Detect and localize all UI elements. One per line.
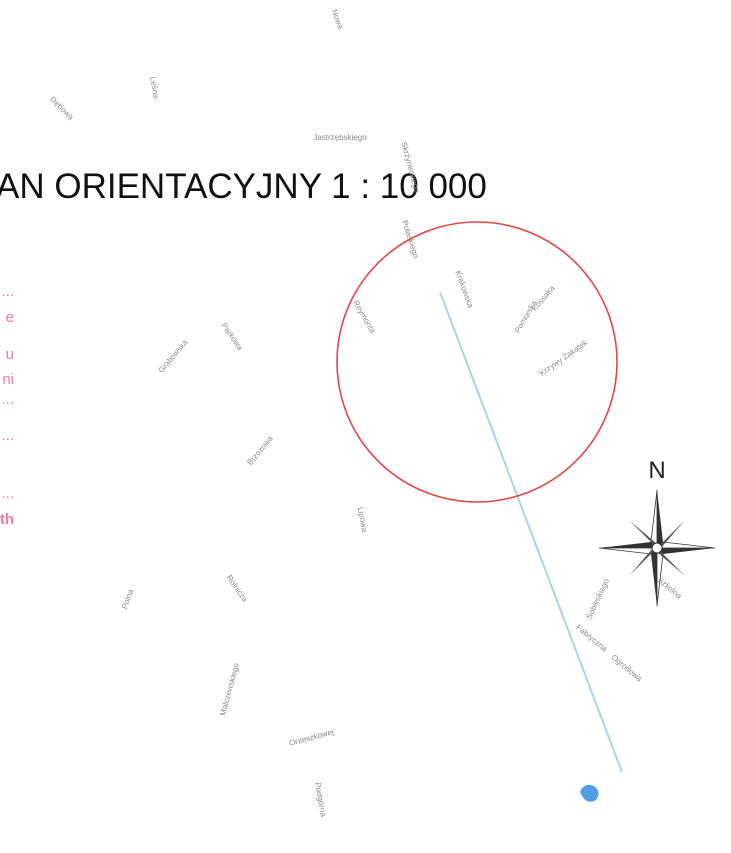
street-label: Nowa <box>330 8 346 31</box>
river <box>440 292 622 772</box>
street-label: Reymonta <box>351 299 377 336</box>
location-circle <box>337 222 617 502</box>
pond <box>580 785 599 802</box>
legend-fragment: ... <box>1 427 14 444</box>
street-label: Lipowa <box>356 506 369 533</box>
compass-rose <box>599 490 715 606</box>
legend-fragment: ... <box>1 391 14 408</box>
street-label: Kossaka <box>530 283 557 313</box>
legend-fragment: u <box>6 346 14 363</box>
legend-fragment: ... <box>1 485 14 502</box>
street-label: Dębowa <box>48 95 76 123</box>
street-label: Grabowska <box>157 338 190 375</box>
street-label: Brzozowa <box>245 434 275 467</box>
street-label: Orzeszkowej <box>288 727 335 748</box>
street-label: Rolnicza <box>225 573 250 604</box>
street-label: Parkowa <box>219 321 245 352</box>
street-label: Sobieskiego <box>584 577 611 621</box>
street-label: Leśna <box>148 76 161 100</box>
street-label: Jastrzębskiego <box>313 133 367 142</box>
north-label: N <box>648 457 665 484</box>
map: AN ORIENTACYJNY 1 : 10 000 N NowaLeśnaDę… <box>0 0 731 853</box>
street-label: Malczewskiego <box>218 661 241 716</box>
legend-fragment: ni <box>2 371 14 388</box>
legend-fragment: e <box>6 309 14 326</box>
street-label: Pułaskiego <box>400 219 421 260</box>
street-label: Szkolna <box>656 575 684 601</box>
street-label: Ogrodowa <box>610 653 644 684</box>
street-label: Fabryczna <box>574 623 609 654</box>
street-label: Polna <box>120 587 136 610</box>
street-label: Podgórna <box>313 782 328 818</box>
street-label: Krakowska <box>453 269 475 309</box>
legend-fragment: ... <box>1 283 14 300</box>
street-label: Krzywy Zakątek <box>538 338 590 378</box>
legend-fragment: th <box>0 511 14 528</box>
